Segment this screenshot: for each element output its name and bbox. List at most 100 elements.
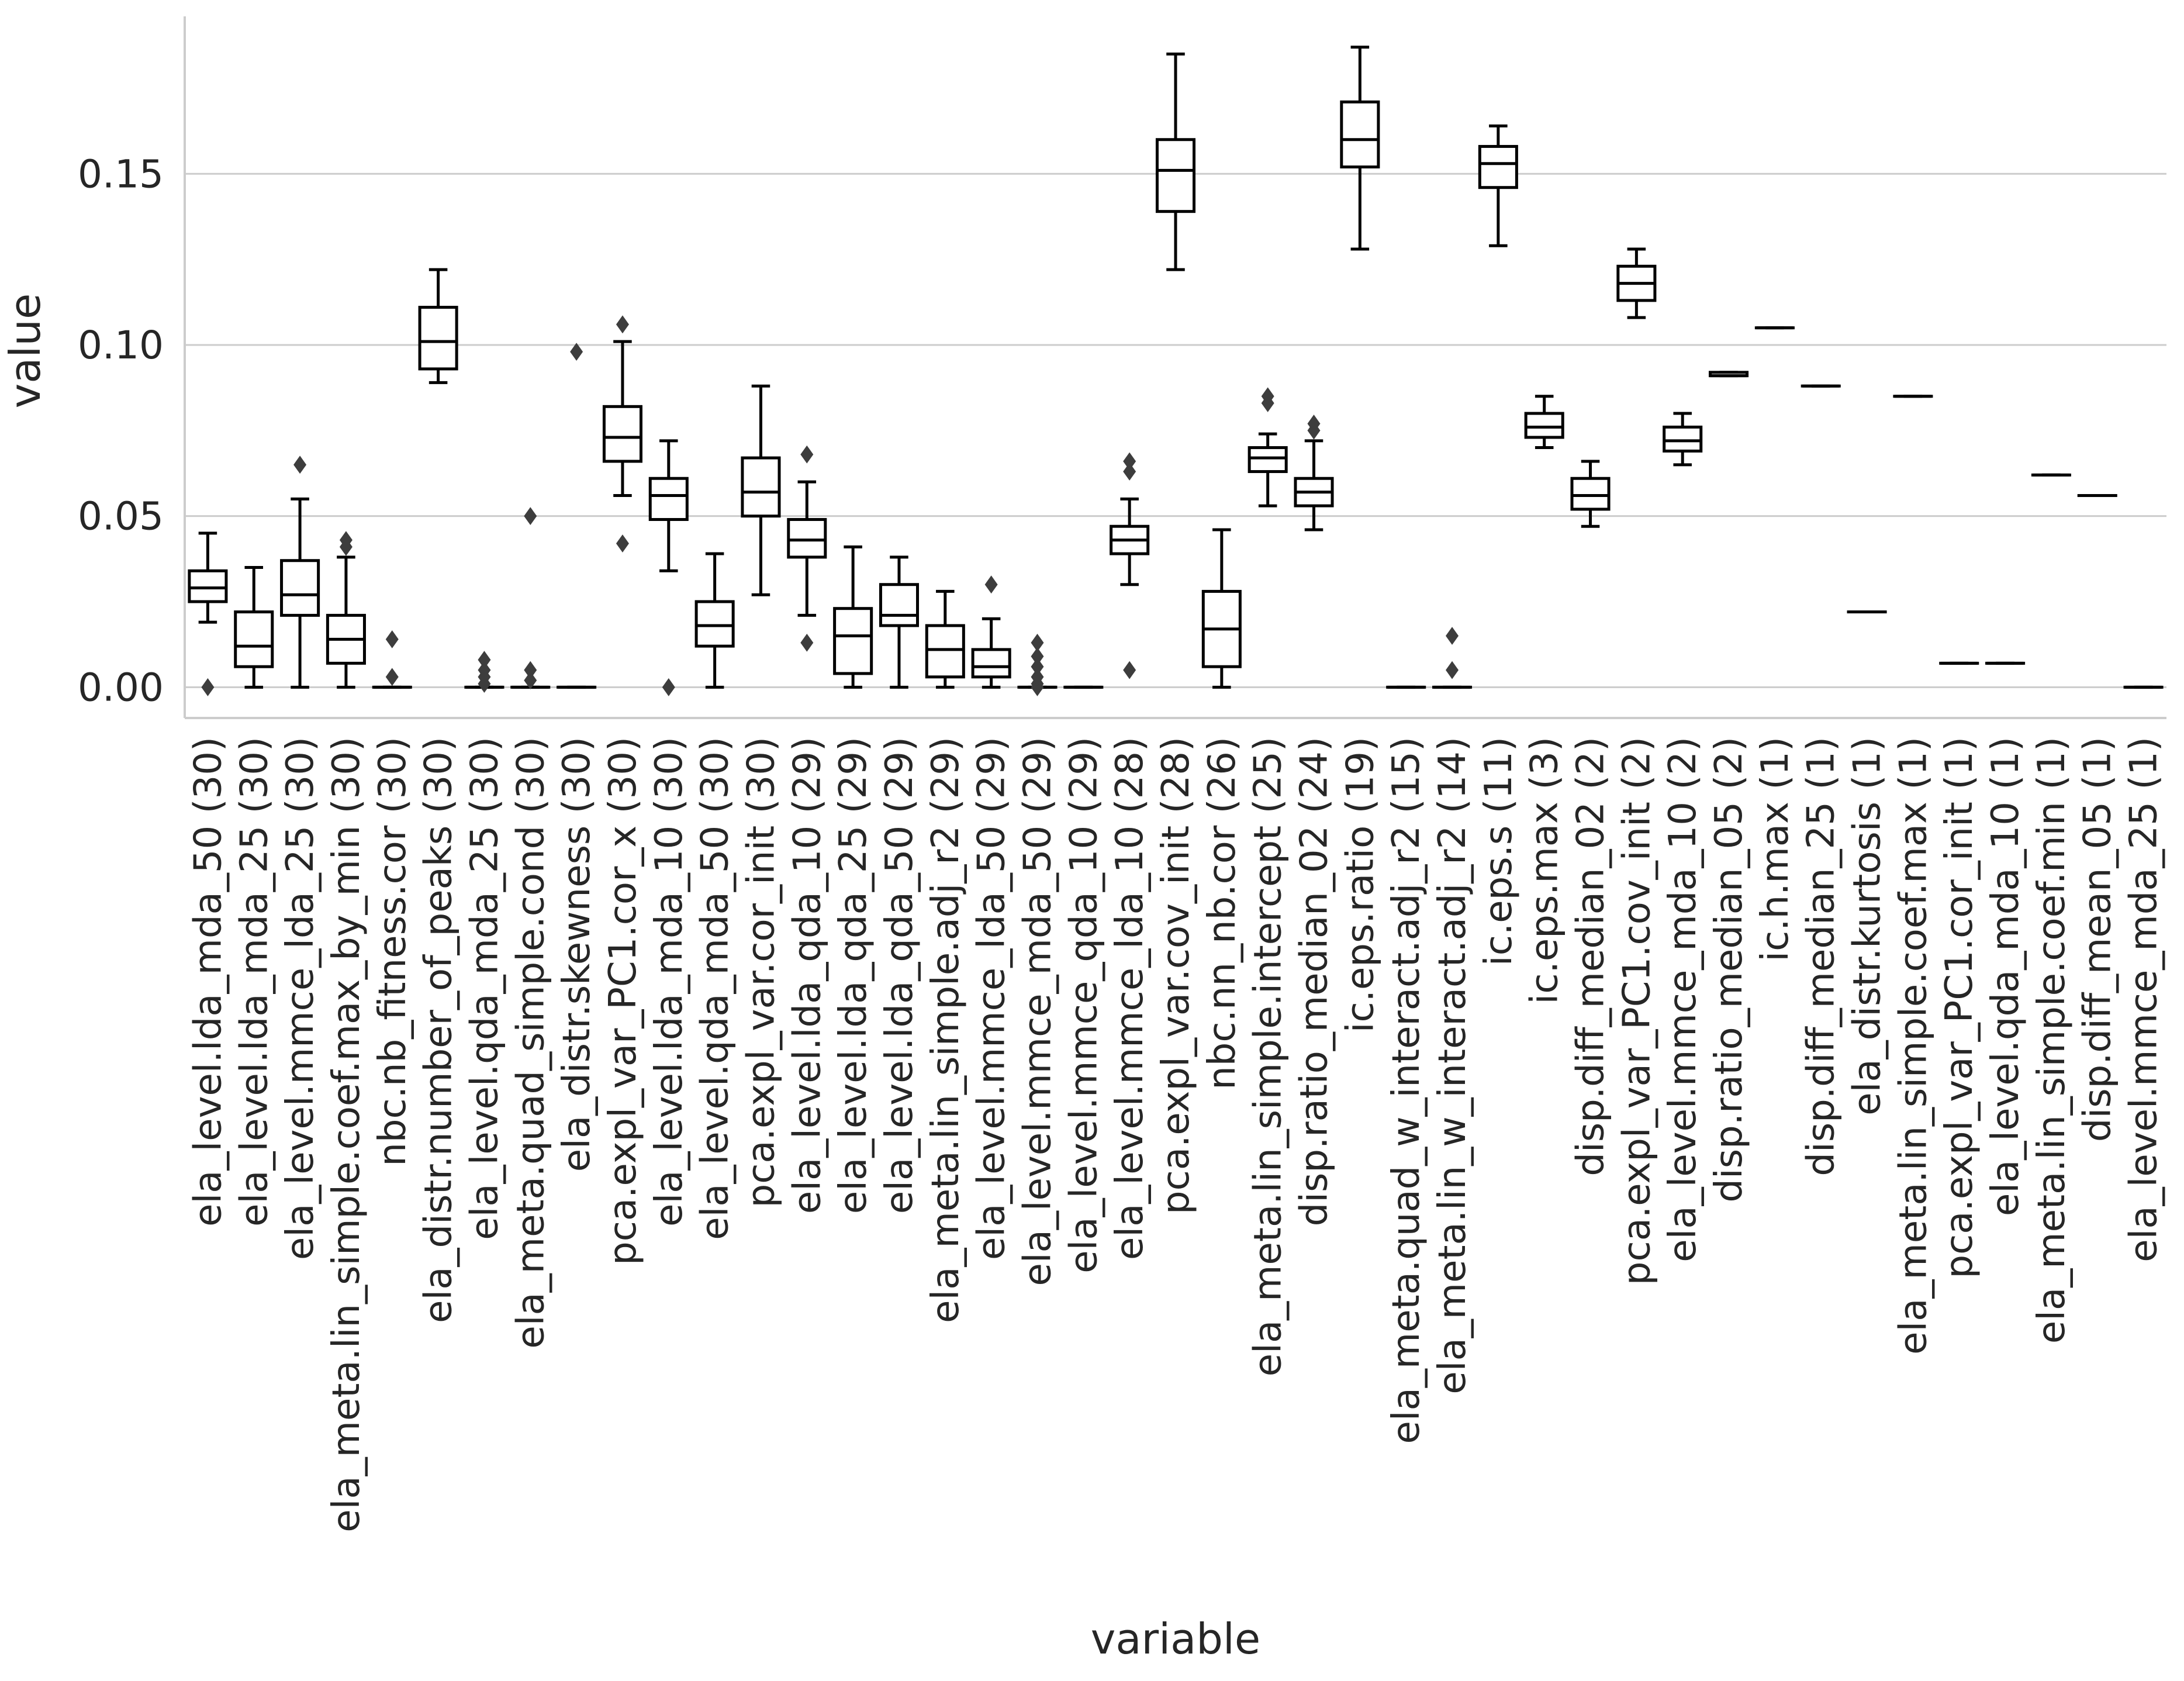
box-iqr	[602, 405, 642, 463]
box-iqr	[1663, 425, 1703, 453]
x-tick-label: pca.expl_var_PC1.cov_init (2)	[1615, 737, 1658, 1285]
x-tick-label: ela_level.mmce_lda_25 (30)	[279, 737, 322, 1260]
y-tick-label: 0.10	[78, 323, 164, 368]
box-iqr	[1247, 446, 1288, 474]
x-tick-label: ela_level.qda_mda_10 (1)	[1984, 737, 2027, 1216]
box-14	[833, 545, 873, 689]
box-10	[648, 439, 689, 696]
x-tick-label: ela_level.mmce_qda_10 (29)	[1062, 737, 1105, 1273]
box-iqr	[925, 624, 965, 679]
x-tick-label: ela_meta.lin_simple.coef.max_by_min (30)	[325, 737, 368, 1532]
box-iqr	[879, 583, 920, 627]
flier-point	[201, 678, 215, 696]
box-iqr	[741, 456, 781, 518]
y-tick-label: 0.00	[78, 665, 164, 710]
box-4	[372, 630, 412, 689]
box-iqr	[234, 610, 274, 668]
flier-point	[1031, 668, 1044, 686]
flier-point	[662, 678, 675, 696]
box-iqr	[280, 559, 320, 617]
box-15	[879, 555, 920, 689]
x-tick-label: pca.expl_var_PC1.cor_x (30)	[602, 737, 645, 1265]
flier-point	[1123, 661, 1136, 679]
flier-point	[570, 343, 583, 361]
x-tick-label: ela_level.lda_qda_10 (29)	[786, 737, 829, 1214]
y-axis-label: value	[1, 294, 50, 409]
flier-point	[1307, 415, 1321, 433]
box-23	[1247, 387, 1288, 508]
x-tick-label: ela_level.qda_mda_50 (30)	[694, 737, 737, 1240]
x-tick-label: ela_distr.skewness (30)	[555, 737, 599, 1172]
box-33	[1709, 371, 1749, 378]
flier-point	[293, 455, 307, 474]
x-tick-label: ela_meta.lin_simple.adj_r2 (29)	[924, 737, 967, 1323]
x-tick-label: ela_distr.kurtosis (1)	[1846, 737, 1889, 1116]
box-9	[602, 315, 642, 553]
x-tick-label: ela_meta.quad_w_interact.adj_r2 (15)	[1385, 737, 1428, 1444]
box-iqr	[971, 648, 1011, 679]
box-6	[464, 651, 504, 693]
x-tick-label: ela_meta.quad_simple.cond (30)	[509, 737, 552, 1349]
flier-point	[616, 534, 629, 553]
x-tick-label: ela_level.mmce_mda_25 (1)	[2123, 737, 2166, 1262]
box-5	[418, 268, 458, 384]
box-3	[326, 531, 366, 689]
y-tick-label: 0.05	[78, 494, 164, 539]
axes	[184, 16, 2166, 719]
box-0	[188, 531, 228, 696]
box-iqr	[694, 600, 735, 648]
x-tick-label: ela_level.lda_mda_25 (30)	[233, 737, 276, 1227]
x-tick-label: disp.ratio_median_05 (2)	[1708, 737, 1751, 1203]
flier-point	[478, 651, 491, 669]
flier-point	[1031, 657, 1044, 676]
box-16	[925, 589, 965, 689]
box-27	[1432, 627, 1473, 689]
box-iqr	[188, 569, 228, 603]
box-29	[1524, 395, 1564, 450]
flier-point	[800, 445, 814, 464]
x-tick-label: pca.expl_var.cor_init (30)	[739, 737, 783, 1207]
flier-point	[984, 575, 998, 594]
x-axis-label: variable	[1091, 1614, 1260, 1663]
flier-point	[524, 671, 537, 690]
flier-point	[1123, 452, 1136, 471]
x-tick-label: ela_level.mmce_mda_50 (29)	[1016, 737, 1059, 1286]
box-iqr	[418, 306, 458, 371]
x-tick-label: disp.diff_mean_05 (1)	[2076, 737, 2120, 1142]
x-tick-label: pca.expl_var_PC1.cor_init (1)	[1938, 737, 1981, 1279]
x-tick-label: ela_level.lda_mda_10 (30)	[648, 737, 691, 1227]
x-tick-label: ic.eps.s (11)	[1477, 737, 1520, 966]
x-tick-label: ela_meta.lin_simple.coef.max (1)	[1892, 737, 1935, 1355]
x-tick-label: disp.diff_median_02 (2)	[1570, 737, 1613, 1176]
flier-point	[385, 668, 399, 686]
box-iqr	[1524, 412, 1564, 439]
x-tick-label: pca.expl_var.cov_init (28)	[1155, 737, 1198, 1214]
box-iqr	[833, 607, 873, 675]
box-30	[1570, 460, 1611, 528]
box-13	[787, 445, 827, 652]
box-iqr	[1340, 100, 1380, 169]
flier-point	[1261, 387, 1274, 406]
flier-point	[1123, 462, 1136, 481]
box-iqr	[1570, 477, 1611, 511]
flier-point	[616, 315, 629, 334]
boxes	[188, 46, 2164, 696]
flier-point	[800, 633, 814, 652]
box-32	[1663, 412, 1703, 467]
x-tick-label: ic.h.max (1)	[1754, 737, 1797, 962]
box-28	[1478, 124, 1518, 247]
box-1	[234, 565, 274, 689]
x-tick-label: nbc.nb_fitness.cor (30)	[371, 737, 414, 1166]
x-tick-label: disp.ratio_median_02 (24)	[1293, 737, 1336, 1226]
flier-point	[1446, 661, 1459, 679]
box-31	[1616, 247, 1657, 319]
x-tick-label: ela_level.lda_mda_50 (30)	[186, 737, 230, 1227]
box-8	[557, 343, 597, 689]
x-tick-label: ic.eps.max (3)	[1523, 737, 1567, 1004]
x-tick-label: ela_level.mmce_lda_10 (28)	[1108, 737, 1152, 1260]
x-tick-label: ela_distr.number_of_peaks (30)	[417, 737, 461, 1323]
box-24	[1294, 415, 1334, 531]
flier-point	[385, 630, 399, 648]
box-iqr	[648, 477, 689, 521]
